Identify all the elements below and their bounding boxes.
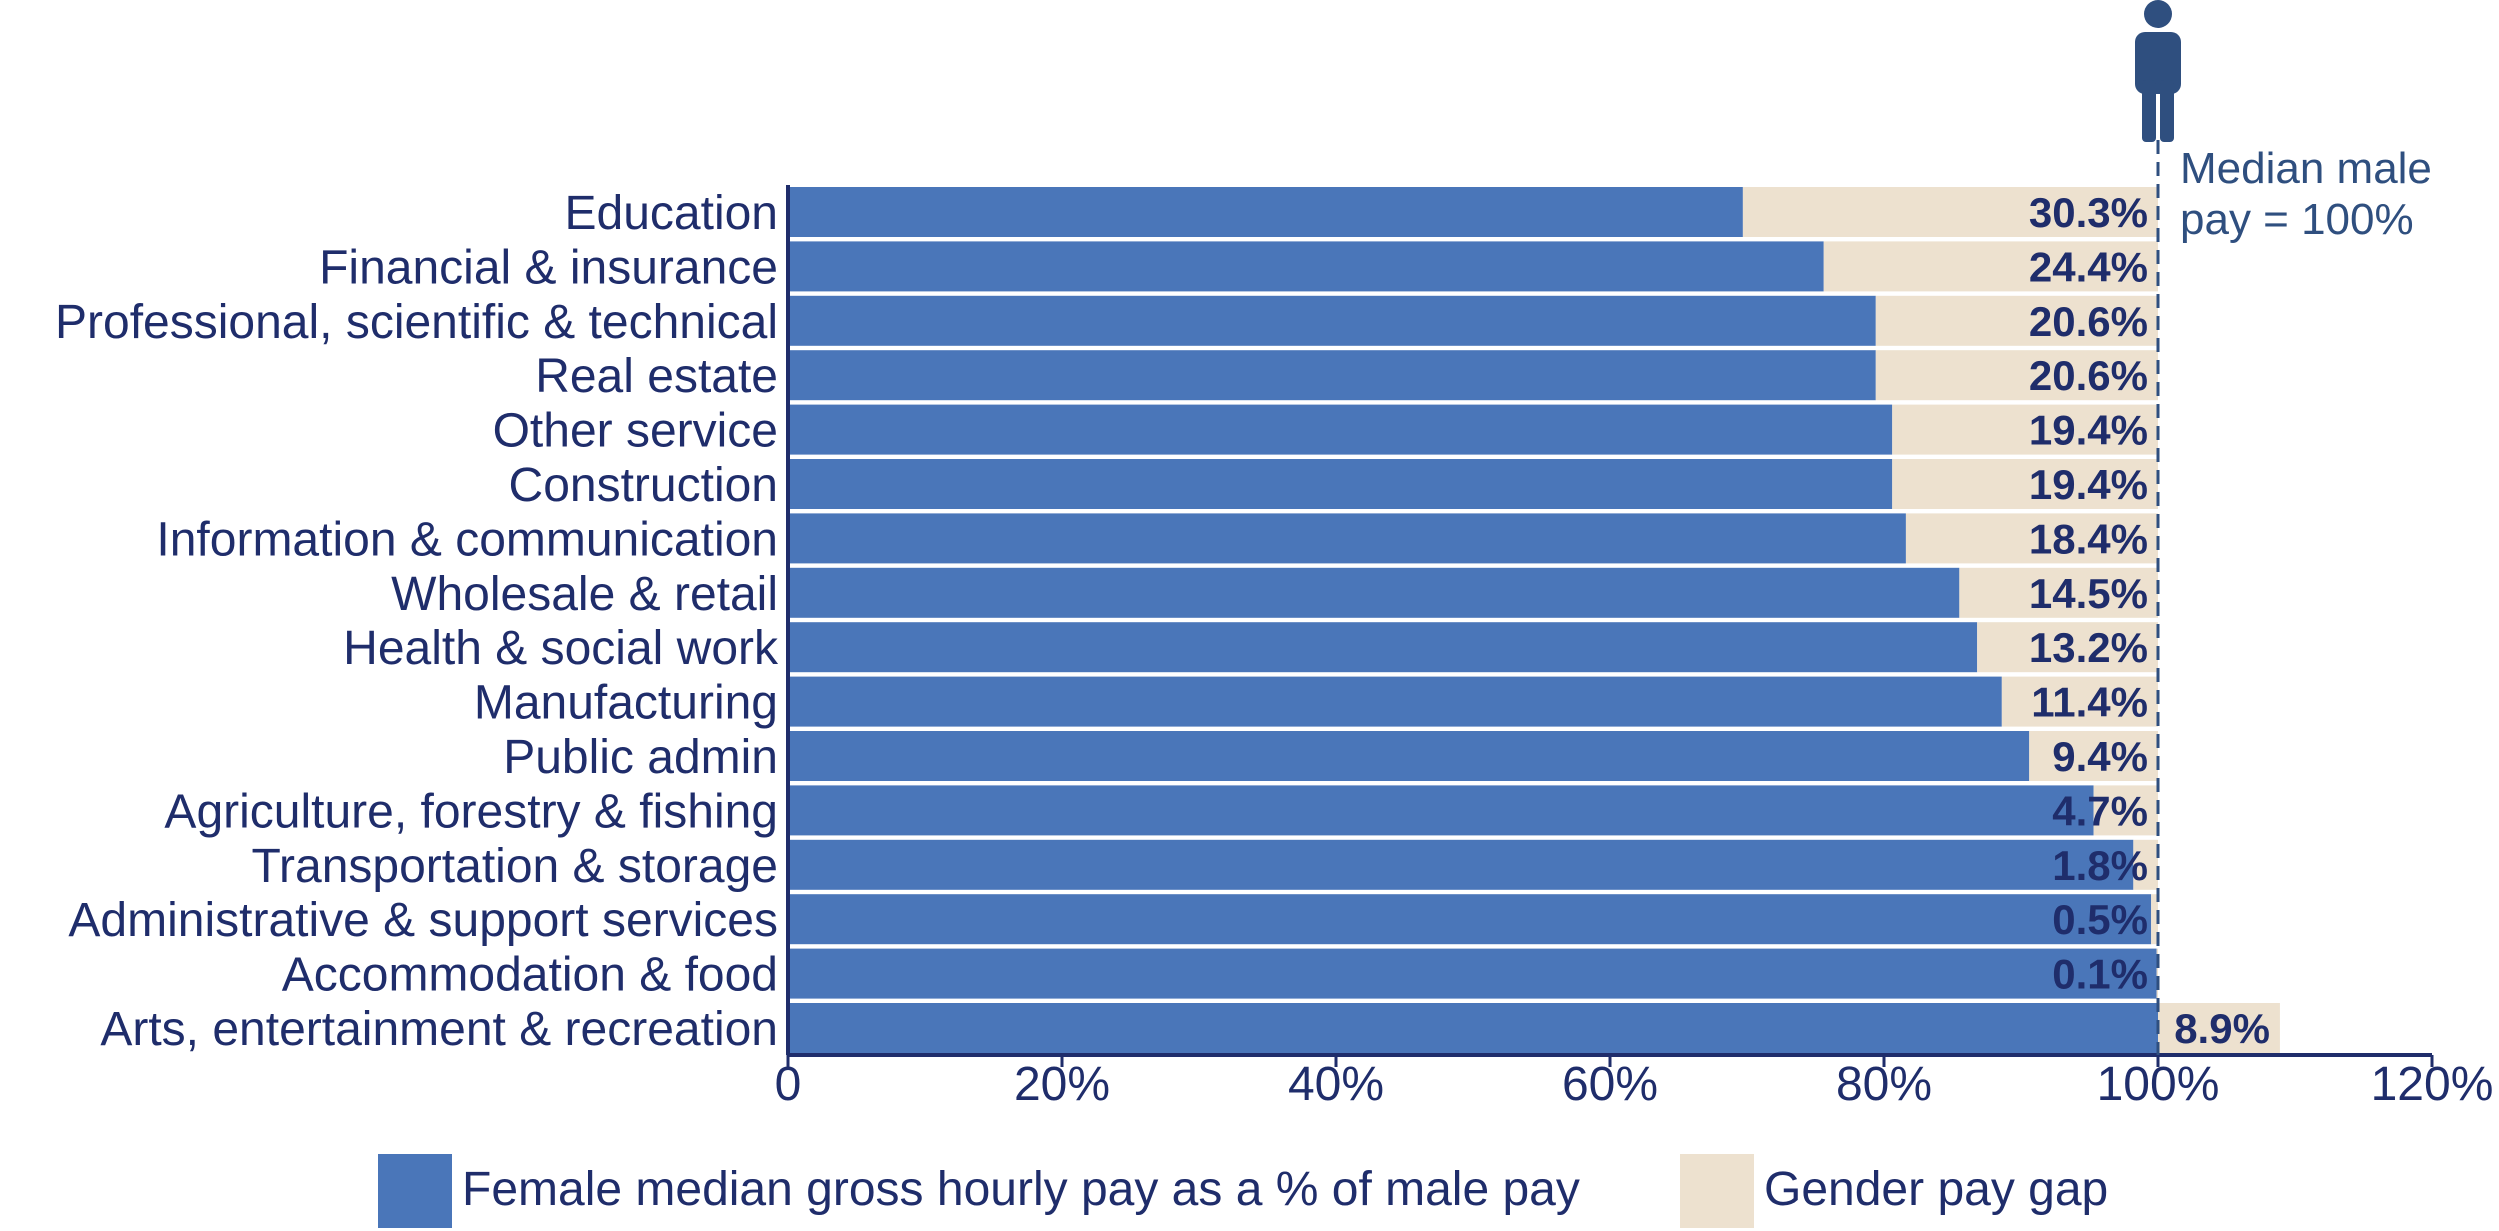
bar-pay-gap [2151,894,2158,945]
bar-pay-gap [1823,241,2158,292]
bar-pay-gap [1905,513,2158,564]
category-label: Real estate [535,350,778,403]
category-label: Health & social work [343,622,779,675]
gap-value-label: 8.9% [2174,1005,2270,1052]
category-label: Wholesale & retail [391,568,778,621]
category-label: Public admin [503,731,778,784]
x-tick-label: 40% [1288,1058,1384,1111]
legend-swatch-pay-gap [1680,1154,1754,1228]
gap-value-labels: 30.3% 24.4% 20.6% 20.6% 19.4% 19.4% 18.4% 14.5%… [2029,189,2270,1052]
bar-pay-gap [2133,839,2158,890]
category-label: Financial & insurance [319,241,778,294]
gap-value-label: 0.5% [2052,896,2148,943]
legend: Female median gross hourly pay as a % of… [378,1154,2108,1228]
bar-female-pay [788,839,2134,890]
legend-label-pay-gap: Gender pay gap [1764,1163,2108,1216]
bar-pay-gap [2158,1003,2280,1053]
bar-female-pay [788,676,2002,727]
gap-value-label: 30.3% [2029,189,2148,236]
x-tick-label: 20% [1014,1058,1110,1111]
bars-group [788,187,2280,1053]
category-label: Education [565,187,779,240]
gap-value-label: 19.4% [2029,407,2148,454]
x-axis-ticks: 0 20% 40% 60% 80% 100% 120% [775,1055,2494,1111]
category-label: Administrative & support services [68,894,778,947]
bar-female-pay [788,1003,2158,1053]
gap-value-label: 18.4% [2029,515,2148,562]
bar-pay-gap [1959,567,2158,618]
bar-pay-gap [1892,404,2158,455]
bar-female-pay [788,350,1876,401]
bar-female-pay [788,459,1893,509]
gap-value-label: 1.8% [2052,842,2148,889]
bar-female-pay [788,731,2030,781]
bar-female-pay [788,513,1906,564]
category-label: Transportation & storage [252,840,779,893]
legend-swatch-female-pay [378,1154,452,1228]
x-tick-label: 60% [1562,1058,1658,1111]
bar-female-pay [788,894,2152,945]
x-tick-label: 80% [1836,1058,1932,1111]
bar-pay-gap [1875,295,2158,346]
bar-female-pay [788,622,1978,673]
x-tick-label: 120% [2371,1058,2494,1111]
category-label: Information & communication [156,513,778,566]
category-label: Agriculture, forestry & fishing [164,785,778,838]
gap-value-label: 19.4% [2029,461,2148,508]
bar-female-pay [788,187,1743,237]
bar-pay-gap [2093,785,2158,836]
gap-value-label: 20.6% [2029,298,2148,345]
gap-value-label: 13.2% [2029,624,2148,671]
category-label: Manufacturing [474,677,778,730]
reference-label-line1: Median male [2180,144,2432,193]
gap-value-label: 24.4% [2029,243,2148,290]
reference-label-line2: pay = 100% [2180,195,2414,244]
category-label: Accommodation & food [282,949,778,1002]
bar-pay-gap [1875,350,2158,401]
bar-pay-gap [1892,459,2158,509]
gap-value-label: 4.7% [2052,787,2148,834]
legend-label-female-pay: Female median gross hourly pay as a % of… [462,1163,1580,1216]
bar-female-pay [788,948,2157,999]
male-person-icon [2135,0,2181,142]
x-tick-label: 100% [2097,1058,2220,1111]
bar-female-pay [788,404,1893,455]
bar-female-pay [788,567,1960,618]
gap-value-label: 11.4% [2031,679,2148,726]
gap-value-label: 14.5% [2029,570,2148,617]
x-tick-label: 0 [775,1058,802,1111]
category-label: Other service [493,405,778,458]
gap-value-label: 20.6% [2029,352,2148,399]
gap-value-label: 0.1% [2052,951,2148,998]
category-label: Construction [509,459,778,512]
bar-pay-gap [2029,731,2158,781]
bar-pay-gap [2156,948,2158,999]
bar-pay-gap [1977,622,2158,673]
bar-female-pay [788,785,2094,836]
bar-pay-gap [2001,676,2158,727]
bar-female-pay [788,241,1824,292]
category-label: Arts, entertainment & recreation [100,1003,778,1056]
category-label: Professional, scientific & technical [55,296,778,349]
bar-female-pay [788,295,1876,346]
bar-pay-gap [1742,187,2158,237]
gap-value-label: 9.4% [2052,733,2148,780]
